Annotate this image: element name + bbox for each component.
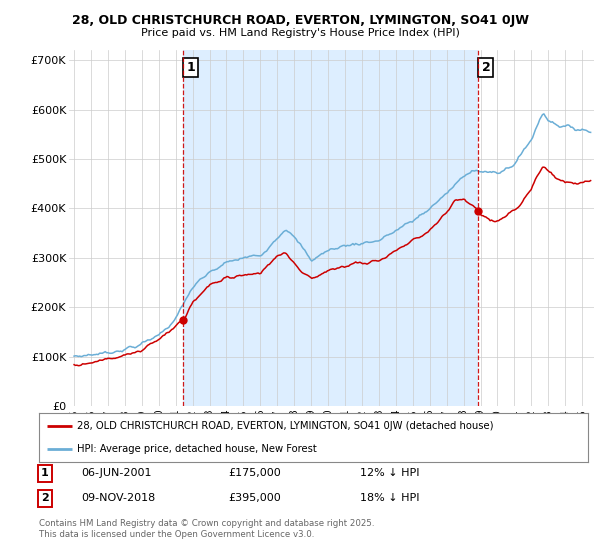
- Text: HPI: Average price, detached house, New Forest: HPI: Average price, detached house, New …: [77, 444, 317, 454]
- Text: 18% ↓ HPI: 18% ↓ HPI: [360, 493, 419, 503]
- Text: Contains HM Land Registry data © Crown copyright and database right 2025.
This d: Contains HM Land Registry data © Crown c…: [39, 520, 374, 539]
- Text: 28, OLD CHRISTCHURCH ROAD, EVERTON, LYMINGTON, SO41 0JW (detached house): 28, OLD CHRISTCHURCH ROAD, EVERTON, LYMI…: [77, 421, 494, 431]
- Bar: [183, 50, 478, 406]
- Text: 12% ↓ HPI: 12% ↓ HPI: [360, 468, 419, 478]
- Text: 09-NOV-2018: 09-NOV-2018: [81, 493, 155, 503]
- Text: 1: 1: [41, 468, 49, 478]
- Text: Price paid vs. HM Land Registry's House Price Index (HPI): Price paid vs. HM Land Registry's House …: [140, 28, 460, 38]
- Text: 06-JUN-2001: 06-JUN-2001: [81, 468, 151, 478]
- Text: 28, OLD CHRISTCHURCH ROAD, EVERTON, LYMINGTON, SO41 0JW: 28, OLD CHRISTCHURCH ROAD, EVERTON, LYMI…: [71, 14, 529, 27]
- Text: 2: 2: [41, 493, 49, 503]
- Text: 2: 2: [482, 61, 490, 74]
- Text: 1: 1: [187, 61, 195, 74]
- Text: £175,000: £175,000: [228, 468, 281, 478]
- Text: £395,000: £395,000: [228, 493, 281, 503]
